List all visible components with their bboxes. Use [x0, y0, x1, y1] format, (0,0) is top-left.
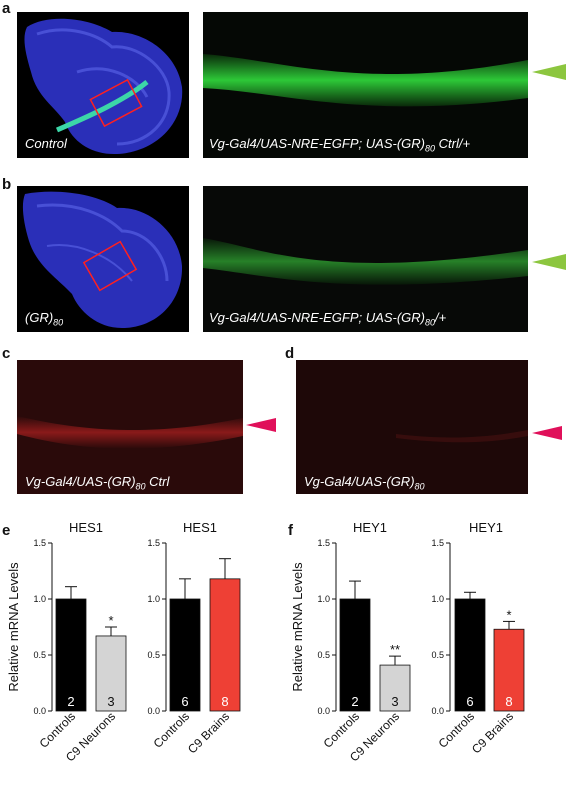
strip-caption-b: Vg-Gal4/UAS-NRE-EGFP; UAS-(GR)80/+ [209, 310, 447, 328]
panel-label-c: c [2, 345, 11, 362]
y-tick-label-2-0: 0.0 [317, 706, 330, 716]
n-label-0-1: 3 [107, 694, 114, 709]
panel-label-e: e [2, 522, 11, 539]
category-label-1-1: C9 Brains [185, 709, 232, 756]
bar-2-0 [339, 598, 371, 712]
bar-1-1 [209, 578, 241, 712]
y-axis-label-2: Relative mRNA Levels [290, 562, 305, 692]
y-tick-label-2-2: 1.0 [317, 594, 330, 604]
panel-label-a: a [2, 0, 11, 17]
n-label-3-0: 6 [466, 694, 473, 709]
n-label-2-0: 2 [351, 694, 358, 709]
magenta-arrowhead-c [246, 418, 276, 432]
panel-label-f: f [288, 522, 293, 539]
significance-3-1: * [506, 607, 511, 622]
y-axis-label-0: Relative mRNA Levels [6, 562, 21, 692]
y-tick-label-1-0: 0.0 [147, 706, 160, 716]
panel-d-image: Vg-Gal4/UAS-(GR)80 [296, 360, 528, 494]
nre-egfp-strip-control [203, 54, 528, 107]
strip-caption-a: Vg-Gal4/UAS-NRE-EGFP; UAS-(GR)80 Ctrl/+ [209, 136, 471, 154]
y-tick-label-1-2: 1.0 [147, 594, 160, 604]
bar-2-1 [379, 664, 411, 712]
y-tick-label-3-3: 1.5 [431, 538, 444, 548]
bar-0-0 [55, 598, 87, 712]
y-tick-label-3-0: 0.0 [431, 706, 444, 716]
y-tick-label-0-2: 1.0 [33, 594, 46, 604]
chart-title-3: HEY1 [469, 520, 503, 535]
green-arrowhead-b [532, 254, 566, 270]
panel-label-b: b [2, 176, 12, 193]
nre-egfp-strip-gr80 [203, 238, 528, 285]
magenta-arrowhead-d [532, 426, 562, 440]
category-label-3-1: C9 Brains [469, 709, 516, 756]
bar-3-1 [493, 628, 525, 712]
bar-0-1 [95, 635, 127, 712]
panel-b-strip-image: Vg-Gal4/UAS-NRE-EGFP; UAS-(GR)80/+ [203, 186, 528, 332]
n-label-0-0: 2 [67, 694, 74, 709]
chart-title-0: HES1 [69, 520, 103, 535]
panel-b-wing-image: (GR)80 [17, 186, 189, 332]
y-tick-label-2-3: 1.5 [317, 538, 330, 548]
significance-0-1: * [108, 613, 113, 628]
green-arrowhead-a [532, 64, 566, 80]
red-strip-ctrl [17, 416, 243, 449]
n-label-2-1: 3 [391, 694, 398, 709]
y-tick-label-0-3: 1.5 [33, 538, 46, 548]
caption-d: Vg-Gal4/UAS-(GR)80 [304, 474, 425, 492]
panel-label-d: d [285, 345, 295, 362]
panel-c-image: Vg-Gal4/UAS-(GR)80 Ctrl [17, 360, 243, 494]
panel-a-strip-image: Vg-Gal4/UAS-NRE-EGFP; UAS-(GR)80 Ctrl/+ [203, 12, 528, 158]
wing-caption-control: Control [25, 136, 67, 151]
n-label-3-1: 8 [505, 694, 512, 709]
y-tick-label-1-1: 0.5 [147, 650, 160, 660]
significance-2-1: ** [390, 642, 400, 657]
n-label-1-0: 6 [181, 694, 188, 709]
panel-a-wing-image: Control [17, 12, 189, 158]
n-label-1-1: 8 [221, 694, 228, 709]
y-tick-label-3-2: 1.0 [431, 594, 444, 604]
wing-disc-control [24, 18, 183, 155]
wing-disc-gr80 [22, 191, 183, 328]
red-strip-gr80 [396, 430, 528, 443]
wing-caption-gr80: (GR)80 [25, 310, 64, 328]
chart-title-1: HES1 [183, 520, 217, 535]
y-tick-label-0-1: 0.5 [33, 650, 46, 660]
y-tick-label-3-1: 0.5 [431, 650, 444, 660]
chart-title-2: HEY1 [353, 520, 387, 535]
bar-1-0 [169, 598, 201, 712]
caption-c: Vg-Gal4/UAS-(GR)80 Ctrl [25, 474, 170, 492]
y-tick-label-0-0: 0.0 [33, 706, 46, 716]
y-tick-label-2-1: 0.5 [317, 650, 330, 660]
y-tick-label-1-3: 1.5 [147, 538, 160, 548]
